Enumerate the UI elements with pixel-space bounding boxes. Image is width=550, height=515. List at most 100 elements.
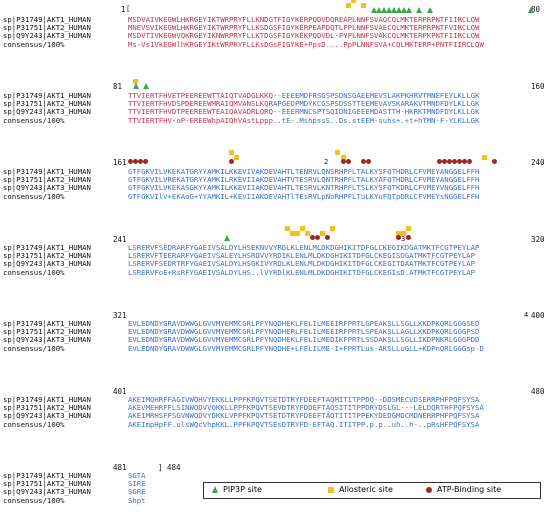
ruler-mark: 4 [524,311,529,319]
sequence-row: Ms-Vs1VkEGWlhKRGEYIKtWRPRYFLLKsDGsFIGYKE… [128,39,484,49]
sequence-label: sp|P31751|AKT2_HUMAN [3,99,91,109]
sequence-label: sp|Q9Y243|AKT3_HUMAN [3,183,91,193]
atp-binding-site-dot [138,159,144,164]
sequence-label: sp|P31749|AKT1_HUMAN [3,243,91,252]
sequence-segment: TTVIERTFHV-oP-EREEWhpAIQhVAstLppp [128,115,273,125]
atp-binding-site-dot [310,235,316,240]
allosteric-site-square [229,150,235,155]
pip3p-site-triangle [370,7,377,13]
allosteric-site-square [406,226,412,231]
sequence-row: TTVIERTFHV-oP-EREEWhpAIQhVAstLppp..tE-.M… [128,115,480,125]
pip3p-site-triangle [426,7,433,13]
sequence-label: sp|P31749|AKT1_HUMAN [3,319,91,328]
allosteric-site-square [320,231,326,236]
pip3p-site-triangle [416,7,423,13]
sequence-row: TTVIERTFHVDSPDEREEWMRAIQMVANSLKQRAPGEDPM… [128,100,479,108]
sequence-label: sp|P31749|AKT1_HUMAN [3,471,91,480]
sequence-row: Shpt [128,495,146,505]
allosteric-site-square [284,226,290,231]
block-start-number: 241 [113,235,127,244]
block-end-number: 240 [531,158,545,167]
atp-binding-site-dot [365,159,371,164]
allosteric-site-square [330,226,336,231]
atp-binding-site-dot [143,159,149,164]
pip3p-site-triangle [406,7,413,13]
block-start-number: 1 [121,5,126,14]
sequence-segment: --EEERMNCSPTSQIDNIGEEEMDASTTH-HKRKTMNDFD… [272,107,480,117]
sequence-label: sp|P31749|AKT1_HUMAN [3,15,91,24]
atp-binding-site-dot [360,159,366,164]
allosteric-site-square [340,155,346,160]
allosteric-site-square [300,226,306,231]
legend-allosteric: Allosteric site [328,485,393,494]
block-end-number: 400 [531,311,545,320]
atp-binding-site-dot [456,159,462,164]
sequence-label: sp|P31751|AKT2_HUMAN [3,175,91,185]
ruler-mark: 3 [401,235,406,243]
sequence-row: GTFGKVILVKEKASGKYYAMKILKKEVIIAKDEVAHTLTE… [128,183,480,193]
sequence-label: sp|P31751|AKT2_HUMAN [3,251,91,261]
allosteric-site-square [401,231,407,236]
sequence-label: sp|P31751|AKT2_HUMAN [3,403,91,413]
atp-binding-site-dot [133,159,139,164]
atp-binding-site-dot [406,235,412,240]
sequence-label: sp|P31751|AKT2_HUMAN [3,23,91,33]
atp-binding-site-dot [461,159,467,164]
atp-binding-site-dot [396,235,402,240]
block-start-number: 401 [113,387,127,396]
sequence-row: SGRE [128,487,146,497]
square-icon [328,486,334,493]
block-start-number: 481 [113,463,127,472]
allosteric-site-square [305,231,311,236]
block-end-number: 480 [531,387,545,396]
block-end-number: 160 [531,82,545,91]
sequence-segment: APGEDPMDYKCGSPSDSSTTEEMEVAVSKARAKVTMNDFD… [272,99,480,109]
pip3p-site-triangle [396,7,403,13]
sequence-row: AKEVMEHRFFLSINWQDVVQKKLLPPFKPQVTSEVDTRYF… [128,403,484,413]
legend-atp-binding: ATP-Binding site [426,485,501,494]
sequence-row: SIRE [128,479,146,489]
block-end-number: 320 [531,235,545,244]
allosteric-site-square [234,155,240,160]
sequence-row: GTFGKVILVREKATGRYYAMKILRKEVIIAKDEVAHTVTE… [128,175,480,185]
sequence-row: LSRERVFoE+RsRFYGAEIVSALDYLHS..lVYRDlKLEN… [128,267,476,277]
sequence-row: EVLEDNDYGRAVDWWGLGVVMYEMMCGRLPFYNQDHEKLF… [128,319,480,328]
sequence-row: AKEIMQHRFFAGIVWQHVYEKKLLPPFKPQVTSETDTRYF… [128,395,480,404]
ruler-mark: 2 [324,158,329,166]
block-start-number: 161 [113,158,127,167]
block-start-number: 81 [113,82,123,91]
sequence-label: sp|P31749|AKT1_HUMAN [3,167,91,176]
sequence-row: EVLEDNDYGRAVDWWGLGVVMYEMMCGRLPFYNQDHERLF… [128,327,480,337]
sequence-row: TTVIERTFHVETPEEREEWTTAIQTVADGLKKQ--EEEEM… [128,92,479,100]
sequence-label: sp|P31749|AKT1_HUMAN [3,395,91,404]
atp-binding-site-dot [467,159,473,164]
allosteric-site-square [345,3,351,8]
atp-binding-site-dot [446,159,452,164]
pip3p-site-triangle [391,7,398,13]
atp-binding-site-dot [492,159,498,164]
atp-binding-site-dot [128,159,133,164]
sequence-segment: --EEEEMDFRSGSPSDNSGAEEMEVSLAKPKHRVTMNEFE… [272,91,480,100]
atp-binding-site-dot [436,159,442,164]
allosteric-site-square [133,79,139,84]
circle-icon [426,486,432,493]
sequence-row: SGTA [128,471,146,480]
sequence-row: AKEImpHpFF.ulsWQcVhpKKL.PPFKPQVTSEsDTRYF… [128,419,480,429]
sequence-row: TTVIERTFHVDTPEEREEWTEAIQAVADRLQRQ--EEERM… [128,108,479,116]
sequence-row: LSRERVFSEDRARFYGAEIVSALDYLHSEKNVVYRDLKLE… [128,243,480,252]
sequence-row: AKEIMRHSFFSGVNWQDVYDKKLVPPFKPQVTSETDTRYF… [128,411,480,421]
sequence-label: consensus/100% [3,39,65,49]
sequence-label: consensus/100% [3,267,65,277]
allosteric-site-square [482,155,488,160]
pip3p-site-triangle [224,235,231,241]
sequence-label: sp|P31751|AKT2_HUMAN [3,327,91,337]
pip3p-site-triangle [143,83,150,89]
sequence-segment: TTVIERTFHVDSPDEREEWMRAIQMVANSLKQR [128,99,273,109]
atp-binding-site-dot [451,159,457,164]
sequence-segment: ..tE-.MshpssS..Ds.stEEM-suhs+.+t+hTMN-F-… [272,115,480,125]
sequence-label: consensus/100% [3,343,65,353]
sequence-label: consensus/100% [3,115,65,125]
sequence-label: sp|Q9Y243|AKT3_HUMAN [3,107,91,117]
atp-binding-site-dot [345,159,351,164]
